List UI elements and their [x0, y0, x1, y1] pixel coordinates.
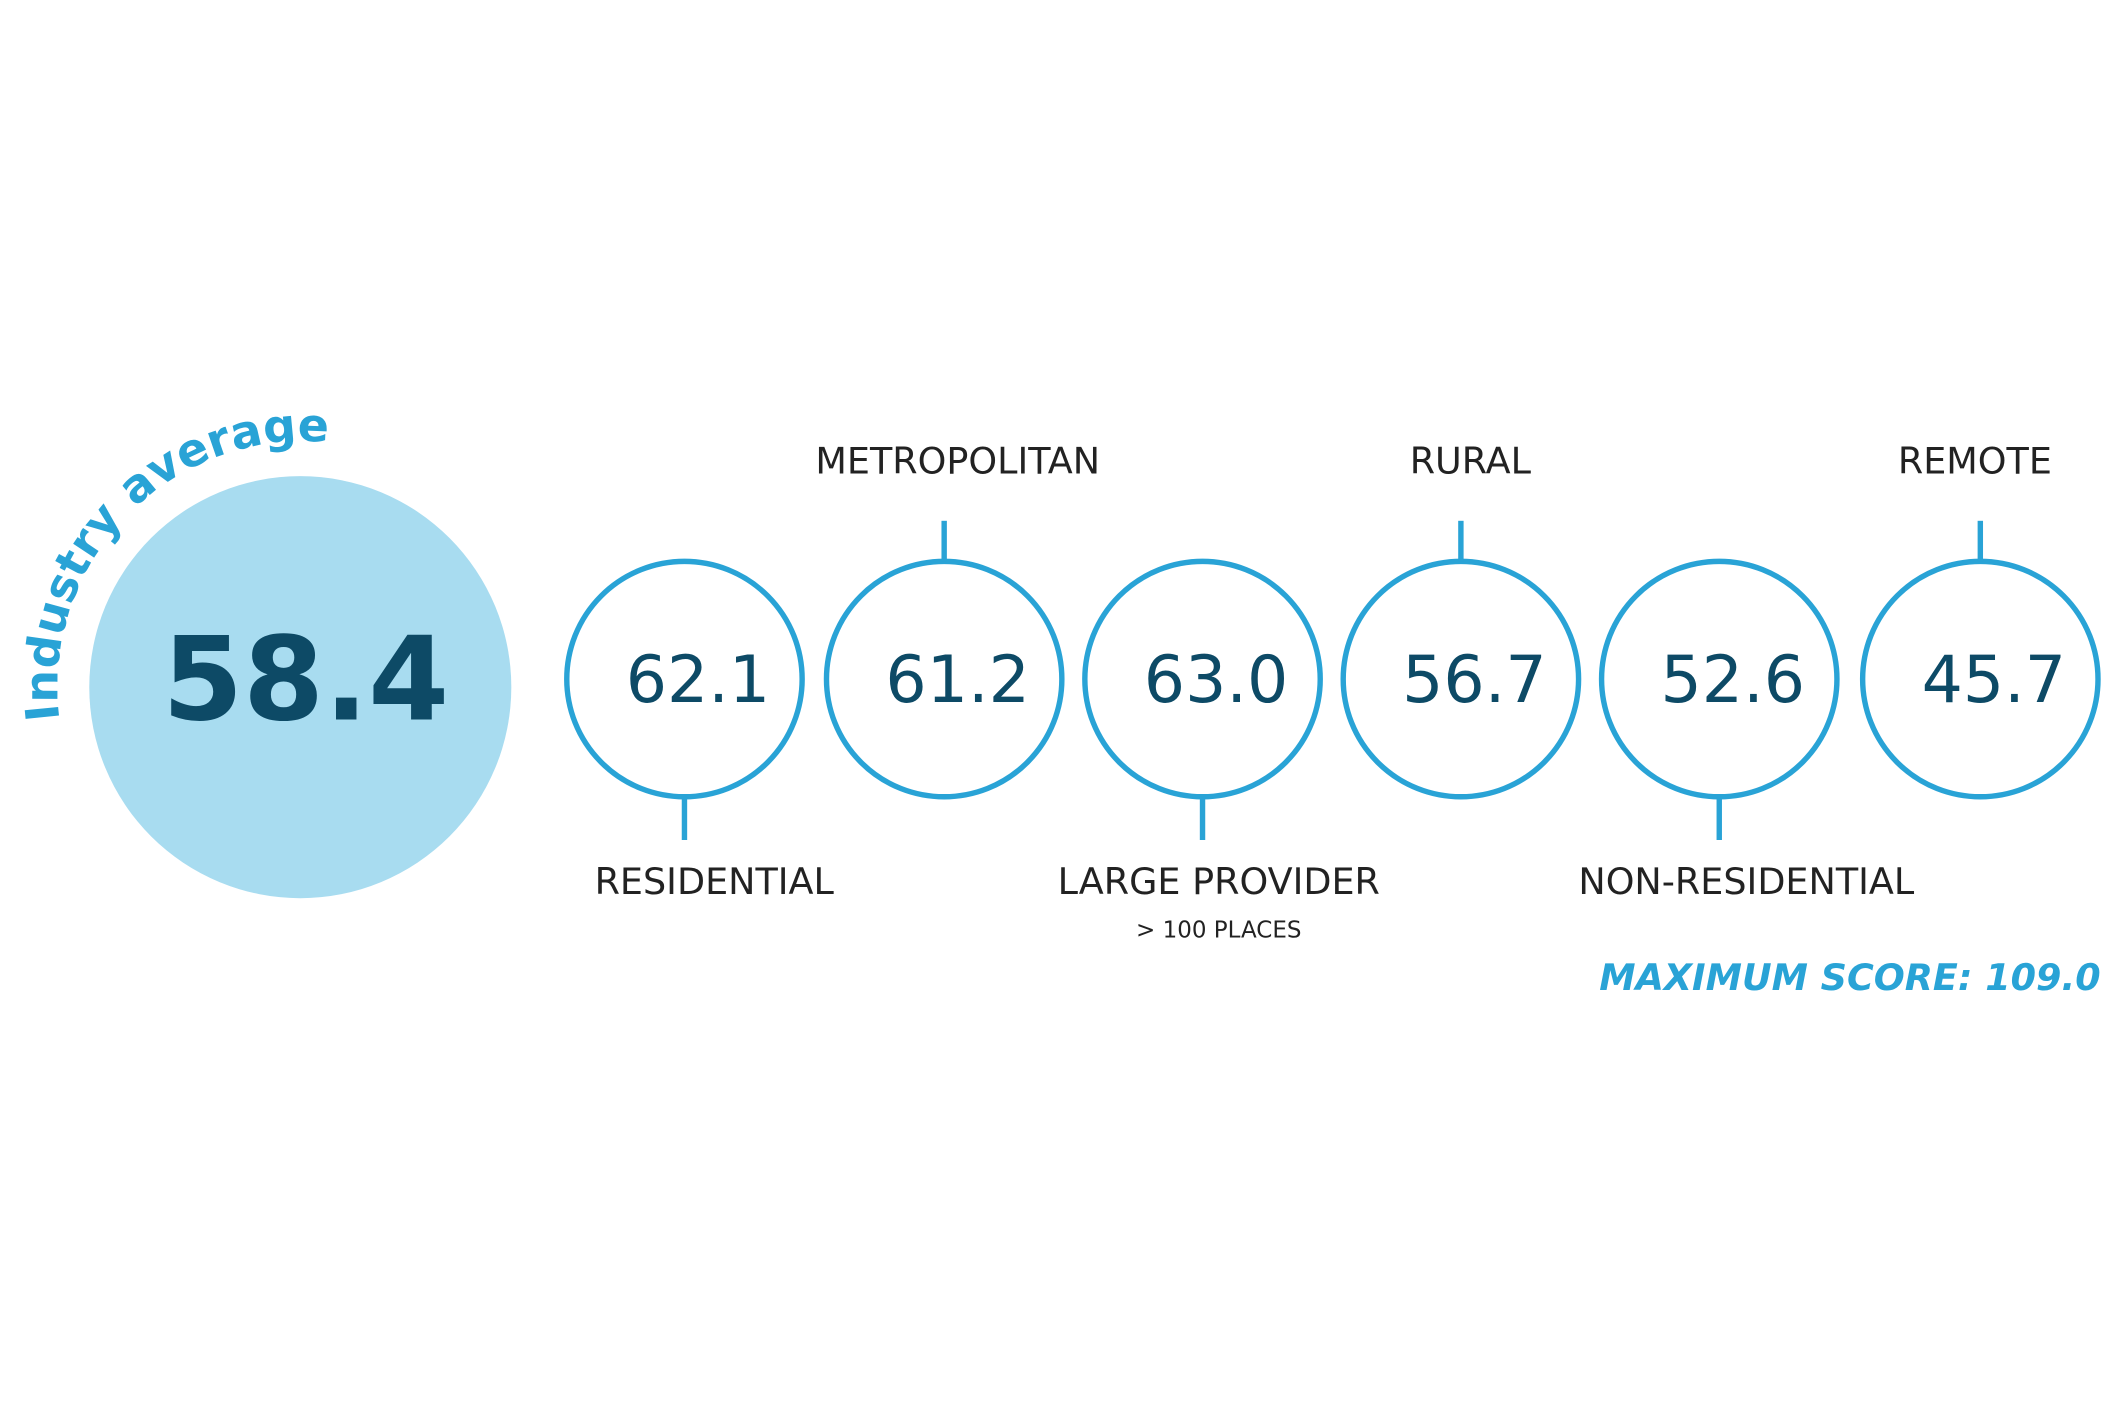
score-value: 56.7: [1402, 643, 1547, 718]
footnote: MAXIMUM SCORE: 109.0: [1599, 956, 2100, 999]
average-value: 58.4: [162, 613, 449, 748]
score-value: 61.2: [885, 643, 1030, 718]
average-circle: [89, 476, 512, 899]
score-value: 63.0: [1144, 643, 1289, 718]
score-label: METROPOLITAN: [815, 439, 1100, 482]
score-value: 52.6: [1661, 643, 1806, 718]
score-label: RURAL: [1410, 439, 1532, 482]
score-label: RESIDENTIAL: [595, 860, 835, 903]
score-value: 45.7: [1922, 643, 2067, 718]
score-label: NON-RESIDENTIAL: [1578, 860, 1915, 903]
score-value: 62.1: [626, 643, 771, 718]
score-label: LARGE PROVIDER: [1058, 860, 1380, 903]
score-label: REMOTE: [1898, 439, 2052, 482]
score-sublabel: > 100 PLACES: [1136, 917, 1301, 943]
